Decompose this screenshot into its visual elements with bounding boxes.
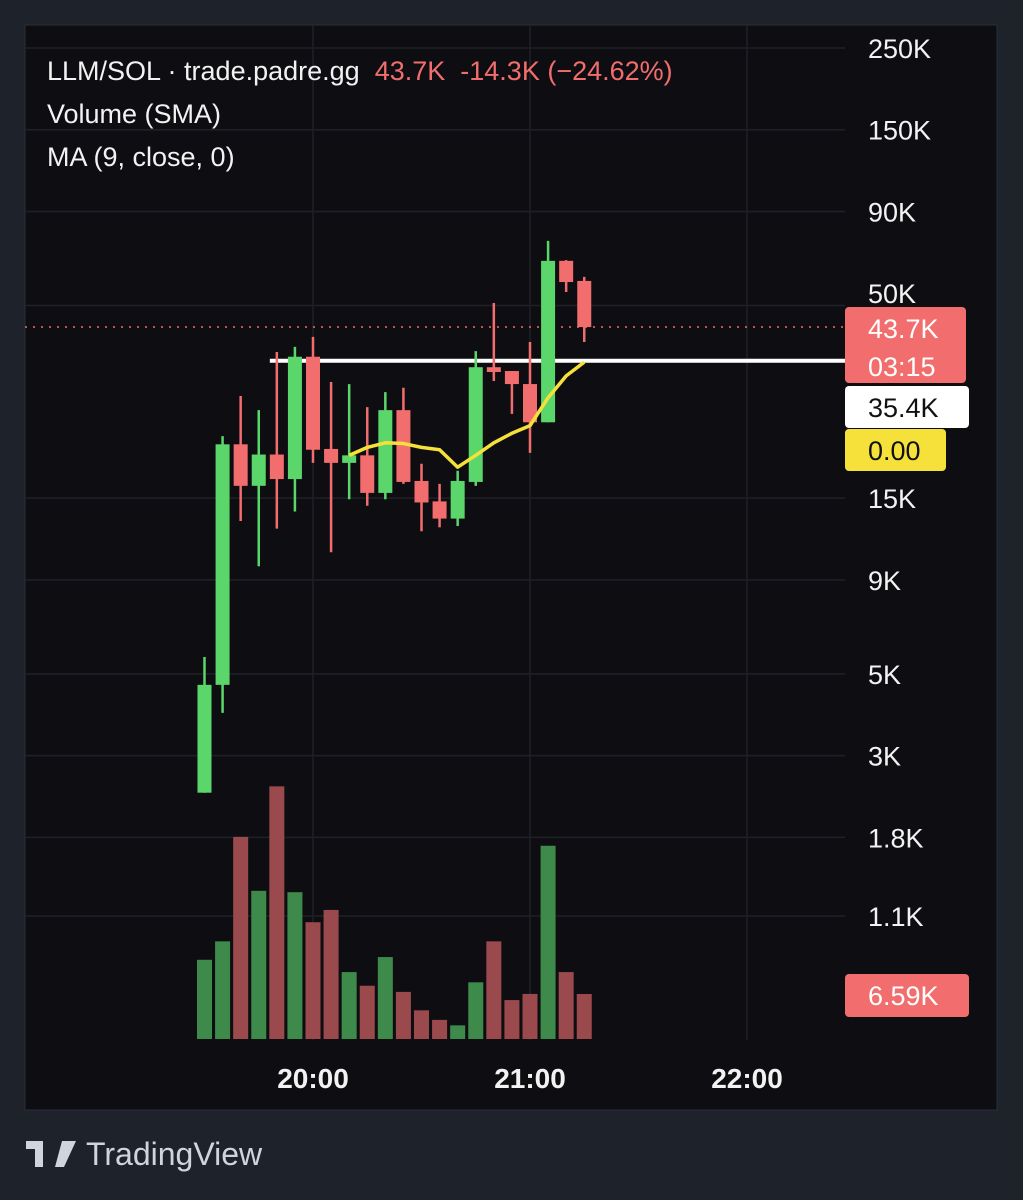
volume-bar: [341, 972, 357, 1039]
x-tick-label: 22:00: [711, 1063, 783, 1094]
candle-down: [414, 480, 429, 503]
x-tick-label: 20:00: [277, 1063, 349, 1094]
candles: [197, 240, 592, 793]
volume-bar: [432, 1019, 448, 1039]
ma-badge-bg: [845, 429, 946, 471]
y-tick-label: 90K: [868, 197, 916, 227]
legend-symbol-row[interactable]: LLM/SOL · trade.padre.gg 43.7K -14.3K (−…: [47, 56, 673, 87]
grid-lines: [25, 25, 845, 1040]
volume-bars: [197, 786, 592, 1039]
axis-badges: 43.7K 03:15 35.4K 0.00 6.59K: [845, 307, 969, 1017]
volume-bar: [305, 922, 321, 1039]
candle-up: [342, 455, 357, 463]
volume-bar: [522, 993, 538, 1039]
volume-bar: [215, 941, 231, 1039]
y-tick-label: 150K: [868, 116, 931, 146]
volume-bar: [558, 972, 574, 1039]
tradingview-logo-icon: [26, 1140, 76, 1167]
candle-down: [486, 367, 501, 372]
volume-badge-text: 6.59K: [868, 981, 939, 1011]
last-price-badge-bg: [845, 307, 966, 383]
candle-down: [577, 280, 592, 328]
last-price-badge-text: 43.7K: [868, 314, 939, 344]
price-change: -14.3K (−24.62%): [460, 56, 673, 86]
candle-up: [378, 410, 393, 493]
volume-bar: [504, 1000, 520, 1039]
candle-down: [324, 448, 339, 463]
legend-ma[interactable]: MA (9, close, 0): [47, 142, 235, 172]
symbol-title: LLM/SOL · trade.padre.gg: [47, 56, 360, 86]
volume-bar: [323, 909, 339, 1039]
volume-bar: [540, 845, 556, 1039]
volume-bar: [287, 892, 303, 1039]
candle-up: [541, 260, 556, 423]
horizontal-line-badge-bg: [845, 386, 969, 428]
horizontal-line-badge-text: 35.4K: [868, 393, 939, 423]
last-price-badge-text: 03:15: [868, 352, 936, 382]
volume-bar: [395, 991, 411, 1039]
candle-down: [396, 410, 411, 482]
x-tick-label: 21:00: [494, 1063, 566, 1094]
candle-down: [504, 371, 519, 385]
candle-down: [360, 455, 375, 493]
candle-up: [450, 480, 465, 519]
volume-bar: [450, 1025, 466, 1039]
volume-bar: [359, 985, 375, 1039]
chart-panel: [24, 24, 998, 1111]
y-tick-label: 250K: [868, 34, 931, 64]
y-tick-label: 15K: [868, 484, 916, 514]
candle-down: [306, 356, 320, 450]
y-tick-label: 5K: [868, 660, 901, 690]
candle-down: [269, 454, 284, 480]
ma-polyline: [348, 360, 586, 469]
tradingview-branding[interactable]: TradingView: [26, 1136, 262, 1173]
time-axis[interactable]: 20:00 21:00 22:00: [277, 1063, 783, 1094]
candle-down: [559, 260, 574, 283]
y-tick-label: 1.1K: [868, 902, 924, 932]
volume-bar: [486, 941, 502, 1039]
volume-bar: [377, 957, 393, 1039]
candle-up: [468, 367, 483, 482]
candle-down: [233, 444, 248, 486]
volume-bar: [576, 994, 592, 1039]
candle-up: [287, 356, 302, 480]
brand-name: TradingView: [86, 1136, 263, 1172]
candle-up: [251, 454, 266, 486]
volume-bar: [414, 1010, 429, 1039]
ma-badge-text: 0.00: [868, 436, 921, 466]
legend-volume[interactable]: Volume (SMA): [47, 99, 222, 129]
volume-bar: [269, 786, 285, 1039]
volume-bar: [251, 890, 267, 1039]
volume-bar: [233, 836, 249, 1039]
candle-down: [523, 384, 537, 423]
volume-bar: [197, 959, 212, 1039]
y-tick-label: 50K: [868, 279, 916, 309]
y-tick-label: 3K: [868, 742, 901, 772]
candle-up: [215, 444, 230, 685]
candle-up: [197, 684, 212, 793]
price-lines: [25, 326, 845, 363]
volume-bar: [468, 982, 484, 1039]
ma-line: [348, 360, 586, 469]
price-axis[interactable]: 250K 150K 90K 50K 15K 9K 5K 3K 1.8K 1.1K: [868, 34, 931, 932]
last-price: 43.7K: [374, 56, 446, 86]
y-tick-label: 1.8K: [868, 823, 924, 853]
candle-down: [432, 501, 447, 519]
y-tick-label: 9K: [868, 566, 901, 596]
volume-badge-bg: [845, 974, 969, 1017]
